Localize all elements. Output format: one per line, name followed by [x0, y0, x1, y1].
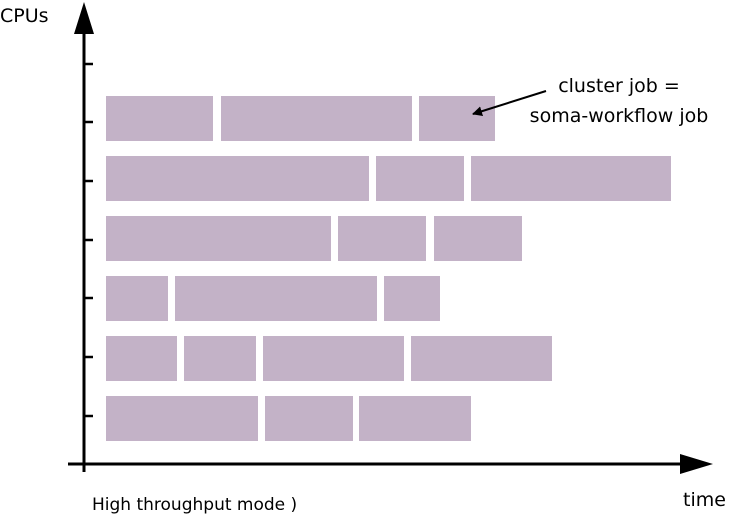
job-bar [175, 276, 377, 321]
job-bar [338, 216, 426, 261]
job-bar [106, 96, 213, 141]
job-bar [106, 156, 369, 201]
annotation-arrow [472, 90, 547, 117]
x-axis [68, 454, 713, 474]
job-bar [221, 96, 412, 141]
y-axis [74, 2, 94, 472]
x-axis-arrowhead [680, 454, 713, 474]
job-bar [265, 396, 353, 441]
job-bar [376, 156, 464, 201]
annotation-line-1: cluster job = [558, 75, 680, 97]
job-bar [419, 96, 495, 141]
job-bar [384, 276, 440, 321]
job-bar [411, 336, 552, 381]
y-axis-label: CPUs [0, 5, 49, 27]
job-bar [471, 156, 671, 201]
job-bar [106, 336, 177, 381]
job-bar [184, 336, 256, 381]
job-bar [359, 396, 471, 441]
job-bar [106, 396, 258, 441]
x-axis-label: time [683, 489, 726, 511]
job-bar [106, 216, 331, 261]
job-bars [106, 96, 671, 441]
y-axis-arrowhead [74, 2, 94, 34]
job-bar [106, 276, 168, 321]
job-bar [434, 216, 522, 261]
job-bar [263, 336, 404, 381]
annotation-line-2: soma-workflow job [530, 105, 709, 127]
diagram-caption: High throughput mode ) [92, 495, 297, 515]
